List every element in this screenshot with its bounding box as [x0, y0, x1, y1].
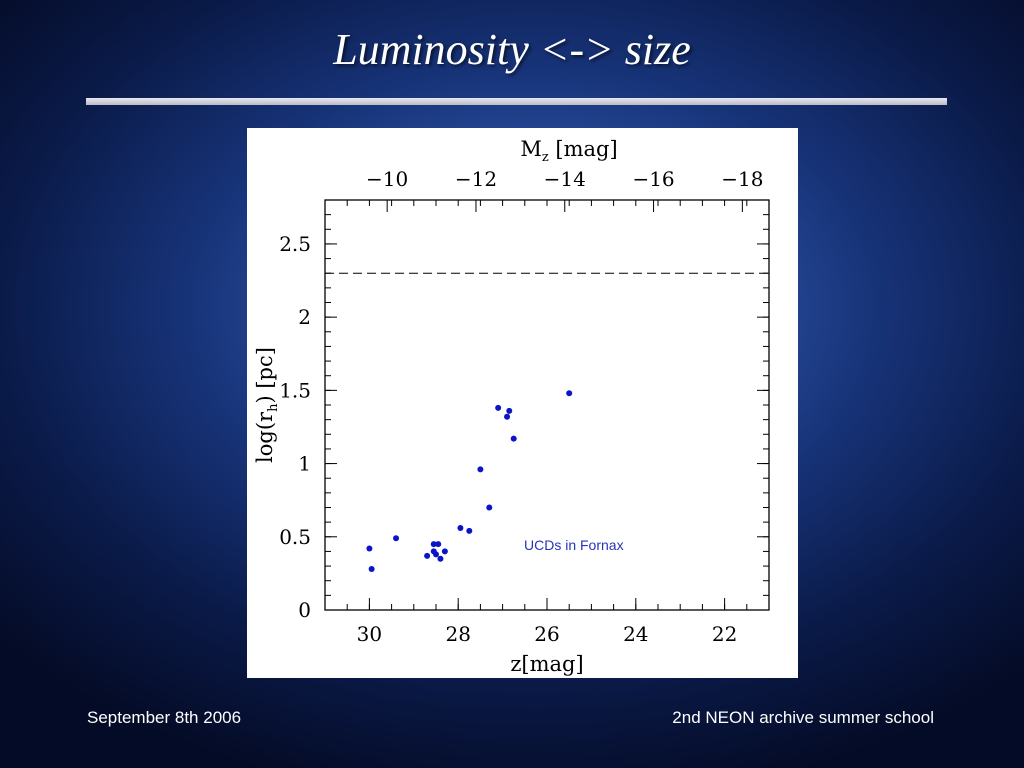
data-point — [441, 548, 448, 555]
data-point — [430, 548, 437, 555]
top-tick-label: −16 — [632, 167, 674, 191]
title-divider — [86, 98, 947, 105]
data-point — [495, 404, 502, 411]
slide-title: Luminosity <-> size — [333, 25, 691, 74]
data-point — [457, 525, 464, 531]
top-tick-label: −12 — [455, 167, 497, 191]
footer-date: September 8th 2006 — [87, 708, 242, 727]
footer-event: 2nd NEON archive summer school — [672, 708, 934, 727]
data-point — [504, 413, 511, 420]
top-axis-label: Mz [mag] — [520, 137, 617, 165]
data-point — [366, 545, 373, 552]
data-point — [510, 435, 517, 442]
x-tick-label: 28 — [445, 622, 470, 646]
data-point — [506, 407, 513, 414]
data-point — [393, 535, 400, 542]
top-tick-label: −10 — [366, 167, 408, 191]
y-tick-label: 1 — [298, 452, 311, 476]
data-point — [477, 466, 484, 473]
ucd-annotation: UCDs in Fornax — [524, 537, 624, 553]
data-point — [368, 566, 375, 572]
x-tick-label: 30 — [357, 622, 382, 646]
scatter-chart: 30 28 26 24 22 −10 −12 −14 −16 −18 0 0.5 1 1.5 2 2.5 Mz… — [253, 137, 770, 676]
data-point — [424, 552, 431, 559]
top-tick-label: −14 — [544, 167, 586, 191]
top-tick-label: −18 — [721, 167, 763, 191]
data-point — [435, 541, 442, 548]
data-point — [437, 555, 444, 562]
chart-panel: 30 28 26 24 22 −10 −12 −14 −16 −18 0 0.5 1 1.5 2 2.5 Mz… — [247, 128, 798, 678]
data-point — [566, 390, 573, 397]
y-tick-label: 2.5 — [279, 232, 311, 256]
data-point — [486, 504, 493, 511]
y-tick-label: 0 — [298, 598, 311, 622]
data-point — [430, 541, 437, 548]
y-axis-label: log(rh) [pc] — [253, 347, 281, 463]
y-tick-label: 1.5 — [279, 378, 311, 402]
y-tick-label: 2 — [298, 305, 311, 329]
x-tick-label: 22 — [712, 622, 737, 646]
x-tick-label: 26 — [534, 622, 559, 646]
x-axis-label: z[mag] — [510, 652, 583, 676]
data-point — [466, 527, 473, 534]
y-tick-label: 0.5 — [279, 525, 311, 549]
x-tick-label: 24 — [623, 622, 648, 646]
